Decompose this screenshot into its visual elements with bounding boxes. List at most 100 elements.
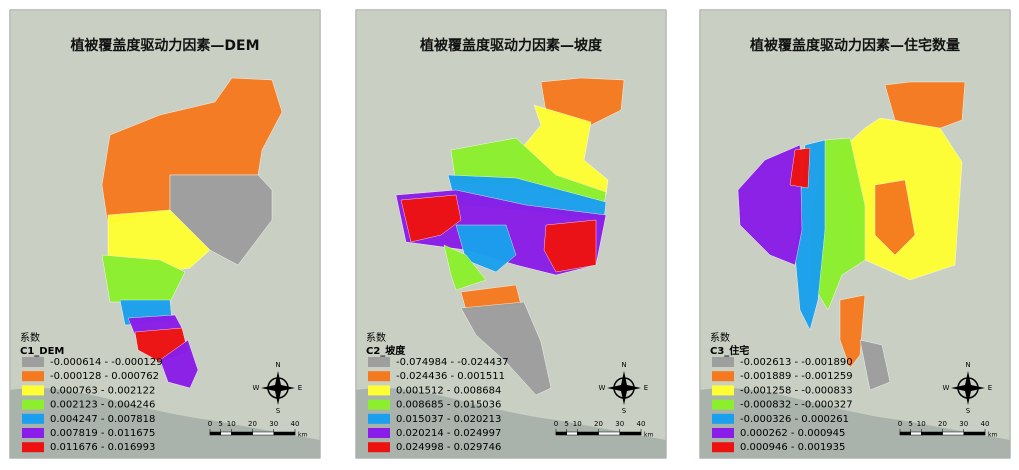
legend-label: -0.002613 - -0.001890 xyxy=(740,357,853,368)
legend-label: 0.000946 - 0.001935 xyxy=(740,442,845,453)
map-region xyxy=(400,194,462,243)
legend-swatch xyxy=(712,413,734,424)
scale-segment xyxy=(963,431,986,436)
legend-swatch xyxy=(712,399,734,410)
water xyxy=(10,387,320,458)
scale-segment xyxy=(577,431,599,436)
compass-label: N xyxy=(621,361,626,369)
scale-segment xyxy=(910,431,922,436)
compass-label: W xyxy=(943,384,950,392)
water xyxy=(700,387,1010,458)
compass-label: N xyxy=(965,361,970,369)
scale-label: 40 xyxy=(981,420,990,428)
legend-field: C3_住宅 xyxy=(710,344,749,357)
legend-swatch xyxy=(22,428,44,438)
scale-label: 0 xyxy=(554,420,558,428)
legend-swatch xyxy=(22,357,44,367)
scale-segment xyxy=(220,431,232,436)
compass-star xyxy=(951,371,985,405)
legend-label: 0.000763 - 0.002122 xyxy=(50,385,155,396)
legend-label: 0.004247 - 0.007818 xyxy=(50,414,155,425)
legend-label: 0.001512 - 0.008684 xyxy=(396,385,501,396)
scale-label: 5 xyxy=(908,420,912,428)
compass: N E S W xyxy=(943,361,993,415)
scale-label: 30 xyxy=(615,420,624,428)
legend-label: 0.024998 - 0.029746 xyxy=(396,442,501,453)
map-region xyxy=(794,139,826,331)
map-region xyxy=(515,104,609,196)
legend-swatch xyxy=(22,442,44,453)
compass-star xyxy=(261,371,295,405)
scale-label: 20 xyxy=(938,420,947,428)
legend-label: -0.000614 - -0.000129 xyxy=(50,357,163,368)
compass-label: W xyxy=(253,384,260,392)
compass-label: S xyxy=(276,407,281,415)
map-region xyxy=(443,244,487,291)
scale-label: 20 xyxy=(594,420,603,428)
scale-unit: km xyxy=(298,432,307,439)
map-region xyxy=(859,339,891,391)
map-title: 植被覆盖度驱动力因素—住宅数量 xyxy=(749,37,960,54)
scale-label: 20 xyxy=(248,420,257,428)
scale-label: 0 xyxy=(208,420,212,428)
legend-swatch xyxy=(712,428,734,438)
map-region xyxy=(159,339,199,389)
water xyxy=(356,387,666,458)
legend-label: -0.024436 - 0.001511 xyxy=(396,371,505,382)
scale-segment xyxy=(555,431,567,436)
scale-segment xyxy=(566,431,578,436)
map-region xyxy=(884,81,966,131)
compass-label: W xyxy=(599,384,606,392)
legend-label: 0.015037 - 0.020213 xyxy=(396,414,501,425)
legend-label: 0.002123 - 0.004246 xyxy=(50,400,155,411)
legend-swatch xyxy=(368,385,390,396)
legend-field: C1_DEM xyxy=(20,346,64,357)
legend-swatch xyxy=(368,399,390,410)
map-region xyxy=(874,179,916,256)
legend-title: 系数 xyxy=(366,331,386,344)
scale-unit: km xyxy=(988,432,997,439)
scale-segment xyxy=(942,431,964,436)
compass: N E S W xyxy=(599,361,649,415)
compass: N E S W xyxy=(253,361,303,415)
legend-title: 系数 xyxy=(20,331,40,344)
compass-label: E xyxy=(298,384,302,392)
compass-label: E xyxy=(644,384,648,392)
scale-label: 40 xyxy=(637,420,646,428)
scale-segment xyxy=(598,431,620,436)
scale-label: 5 xyxy=(218,420,222,428)
scale-segment xyxy=(252,431,274,436)
scale-segment xyxy=(209,431,221,436)
map-title: 植被覆盖度驱动力因素—坡度 xyxy=(419,37,603,54)
legend-label: -0.001258 - -0.000833 xyxy=(740,385,853,396)
scale-segment xyxy=(273,431,296,436)
scale-label: 30 xyxy=(269,420,278,428)
compass-label: N xyxy=(275,361,280,369)
legend-swatch xyxy=(712,385,734,396)
compass-label: S xyxy=(966,407,971,415)
legend-label: -0.000326 - 0.000261 xyxy=(740,414,849,425)
scale-segment xyxy=(231,431,253,436)
map-region xyxy=(839,294,866,369)
map-title: 植被覆盖度驱动力因素—DEM xyxy=(69,37,259,54)
scale-label: 10 xyxy=(573,420,582,428)
scale-label: 10 xyxy=(227,420,236,428)
legend-label: 0.008685 - 0.015036 xyxy=(396,400,501,411)
legend-swatch xyxy=(712,442,734,453)
legend-label: 0.020214 - 0.024997 xyxy=(396,428,501,439)
scale-label: 30 xyxy=(959,420,968,428)
legend-swatch xyxy=(368,428,390,438)
scale-unit: km xyxy=(644,432,653,439)
scale-label: 40 xyxy=(291,420,300,428)
map-region xyxy=(101,254,186,303)
scale-segment xyxy=(619,431,642,436)
scale-segment xyxy=(921,431,943,436)
legend-title: 系数 xyxy=(710,331,730,344)
legend-label: -0.001889 - -0.001259 xyxy=(740,371,853,382)
legend-label: 0.000262 - 0.000945 xyxy=(740,428,845,439)
map-panel: 植被覆盖度驱动力因素—DEM 系数 C1_DEM-0.000614 - -0.000… xyxy=(9,9,321,459)
compass-label: S xyxy=(622,407,627,415)
map-region xyxy=(543,219,597,273)
legend-label: -0.074984 - -0.024437 xyxy=(396,357,509,368)
